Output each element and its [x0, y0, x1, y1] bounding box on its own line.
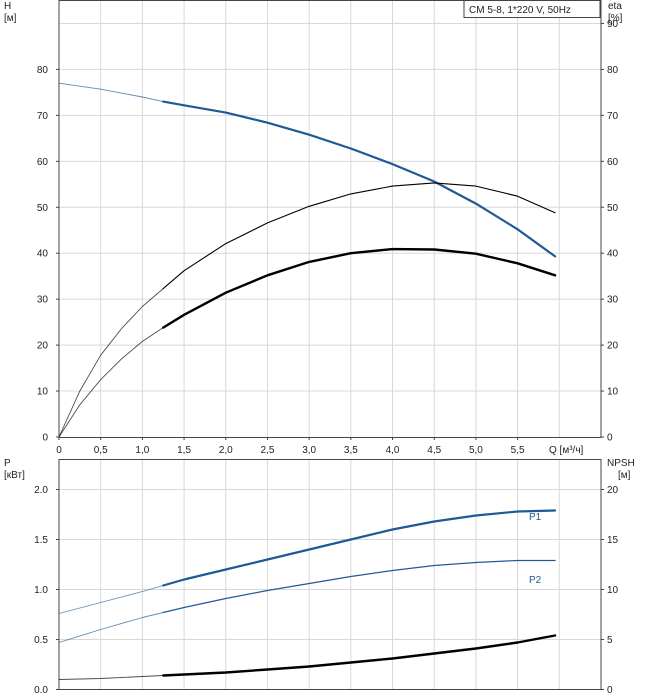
top-series-group — [58, 82, 557, 438]
power-npsh-panel: 0.0 0.5 1.0 1.5 2.0 0 5 10 15 20 P [кВт] NPSH [м… — [4, 458, 635, 696]
legend-label-p2: P2 — [529, 575, 542, 586]
head-efficiency-panel: 0 0,5 1,0 1,5 2,0 2,5 3,0 3,5 4,0 4,5 5,0 5,5 0 10 20… — [4, 0, 623, 456]
bottom-series-line-2 — [58, 612, 164, 643]
x-axis-title: Q [м³/ч] — [549, 445, 584, 456]
top-series-line-1 — [162, 100, 557, 258]
bottom-series-line-5 — [161, 634, 557, 677]
top-right-tick-label: 20 — [607, 341, 619, 352]
bottom-right-axis-title: NPSH — [607, 458, 635, 469]
bottom-left-axis-title: P — [4, 458, 11, 469]
top-x-tick-label: 1,0 — [135, 445, 149, 456]
top-x-tick-label: 2,0 — [219, 445, 233, 456]
top-series-line-2 — [58, 288, 164, 438]
top-left-tick-label: 80 — [37, 65, 49, 76]
bottom-left-tick-label: 0.5 — [34, 635, 48, 646]
top-right-tick-label: 0 — [607, 433, 613, 444]
top-right-tick-label: 10 — [607, 387, 619, 398]
top-series-line-5 — [161, 247, 557, 329]
bottom-left-tick-label: 0.0 — [34, 685, 48, 696]
top-right-tick-label: 60 — [607, 157, 619, 168]
top-x-tick-label: 5,0 — [469, 445, 483, 456]
bottom-series-line-3 — [162, 559, 556, 614]
top-right-tick-label: 80 — [607, 65, 619, 76]
top-x-tick-label: 0 — [56, 445, 62, 456]
top-left-tick-label: 70 — [37, 111, 49, 122]
top-x-tick-label: 4,0 — [386, 445, 400, 456]
bottom-left-tick-label: 1.5 — [34, 535, 48, 546]
top-x-tick-label: 1,5 — [177, 445, 191, 456]
top-right-tick-label: 70 — [607, 111, 619, 122]
top-left-tick-label: 60 — [37, 157, 49, 168]
top-series-line-3 — [162, 182, 556, 290]
bottom-grid — [59, 459, 601, 690]
top-left-tick-label: 30 — [37, 295, 49, 306]
bottom-right-tick-label: 15 — [607, 535, 619, 546]
top-right-tick-label: 30 — [607, 295, 619, 306]
bottom-series-line-0 — [58, 585, 164, 614]
top-left-axis-unit: [м] — [4, 13, 17, 24]
top-left-tick-label: 20 — [37, 341, 49, 352]
top-x-tick-label: 3,0 — [302, 445, 316, 456]
top-series-line-4 — [58, 327, 164, 438]
bottom-right-tick-label: 5 — [607, 635, 613, 646]
top-left-tick-label: 40 — [37, 249, 49, 260]
bottom-right-tick-label: 10 — [607, 585, 619, 596]
top-x-tick-label: 2,5 — [261, 445, 275, 456]
bottom-left-tick-label: 2.0 — [34, 485, 48, 496]
chart-title-box — [463, 0, 601, 18]
top-x-tick-labels: 0 0,5 1,0 1,5 2,0 2,5 3,0 3,5 4,0 4,5 5,0 5,5 — [56, 437, 525, 456]
bottom-right-tick-labels: 0 5 10 15 20 — [601, 485, 619, 696]
legend-label-p1: P1 — [529, 512, 542, 523]
top-right-axis-title: eta — [608, 1, 622, 12]
bottom-left-tick-label: 1.0 — [34, 585, 48, 596]
bottom-right-tick-label: 0 — [607, 685, 613, 696]
top-x-tick-label: 3,5 — [344, 445, 358, 456]
top-right-tick-label: 50 — [607, 203, 619, 214]
top-right-tick-labels: 0 10 20 30 40 50 60 70 80 90 — [601, 19, 619, 444]
top-x-tick-label: 5,5 — [511, 445, 525, 456]
top-left-axis-title: H — [4, 1, 11, 12]
top-left-tick-label: 0 — [42, 433, 48, 444]
top-grid — [59, 0, 601, 437]
bottom-plot-frame — [58, 459, 602, 690]
top-right-axis-unit: [%] — [608, 13, 623, 24]
bottom-right-tick-label: 20 — [607, 485, 619, 496]
bottom-left-tick-labels: 0.0 0.5 1.0 1.5 2.0 — [34, 485, 59, 696]
bottom-series-line-4 — [58, 675, 164, 680]
bottom-left-axis-unit: [кВт] — [4, 470, 25, 481]
chart-title: CM 5-8, 1*220 V, 50Hz — [469, 5, 571, 16]
top-right-tick-label: 40 — [607, 249, 619, 260]
bottom-series-group — [58, 509, 557, 680]
top-plot-frame — [58, 0, 602, 438]
top-x-tick-label: 4,5 — [427, 445, 441, 456]
top-left-tick-label: 10 — [37, 387, 49, 398]
bottom-series-line-1 — [162, 509, 557, 587]
top-x-tick-label: 0,5 — [94, 445, 108, 456]
top-left-tick-labels: 0 10 20 30 40 50 60 70 80 — [37, 65, 59, 444]
bottom-right-axis-unit: [м] — [618, 470, 631, 481]
top-right-tick-label: 90 — [607, 19, 619, 30]
top-left-tick-label: 50 — [37, 203, 49, 214]
top-series-line-0 — [58, 82, 164, 103]
